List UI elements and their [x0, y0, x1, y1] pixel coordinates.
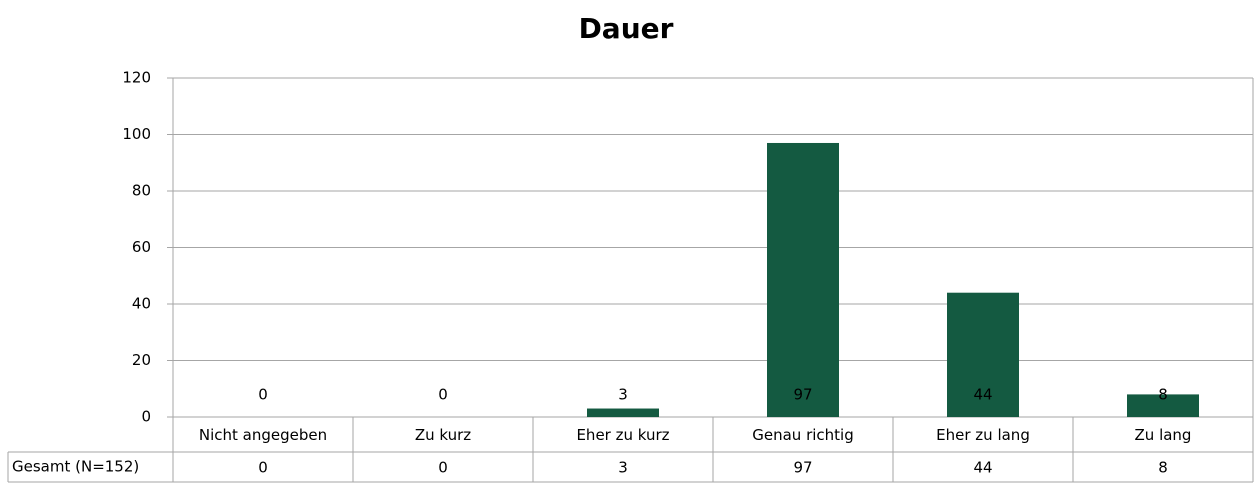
data-label: 44	[973, 386, 992, 404]
y-tick-label: 20	[132, 351, 151, 369]
chart-title: Dauer	[579, 12, 674, 45]
bar	[947, 292, 1019, 417]
bar	[1127, 394, 1199, 417]
table-value: 0	[258, 459, 268, 477]
data-label: 0	[438, 386, 448, 404]
bar	[587, 408, 659, 417]
table-value: 0	[438, 459, 448, 477]
x-tick-label: Eher zu lang	[936, 426, 1030, 444]
y-tick-label: 80	[132, 182, 151, 200]
x-tick-label: Nicht angegeben	[199, 426, 327, 444]
table-value: 8	[1158, 459, 1168, 477]
data-label: 3	[618, 386, 628, 404]
y-tick-label: 100	[122, 125, 151, 143]
x-tick-label: Genau richtig	[752, 426, 853, 444]
data-label: 0	[258, 386, 268, 404]
data-label: 97	[793, 386, 812, 404]
x-tick-label: Eher zu kurz	[576, 426, 669, 444]
y-tick-label: 40	[132, 295, 151, 313]
bar	[767, 142, 839, 417]
y-tick-label: 0	[141, 408, 151, 426]
y-tick-label: 120	[122, 69, 151, 87]
table-value: 3	[618, 459, 628, 477]
x-tick-label: Zu lang	[1135, 426, 1192, 444]
y-tick-label: 60	[132, 238, 151, 256]
table-value: 97	[793, 459, 812, 477]
data-label: 8	[1158, 386, 1168, 404]
legend-label: Gesamt (N=152)	[12, 458, 139, 476]
x-tick-label: Zu kurz	[415, 426, 471, 444]
table-value: 44	[973, 459, 992, 477]
